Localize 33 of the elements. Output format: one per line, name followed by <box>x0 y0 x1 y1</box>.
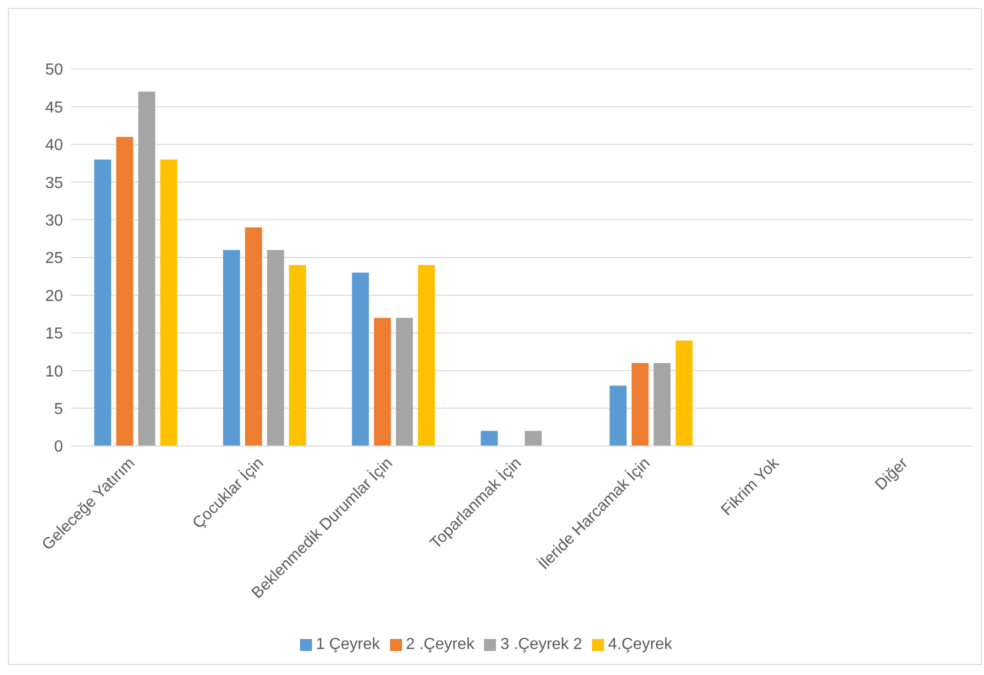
bar <box>160 159 178 446</box>
bar <box>116 136 134 446</box>
bar <box>245 227 262 446</box>
legend-label: 3 .Çeyrek 2 <box>500 636 582 653</box>
bar <box>610 386 627 446</box>
bar <box>138 92 156 446</box>
bar <box>223 250 240 446</box>
bar <box>352 272 369 446</box>
y-tick-label: 40 <box>45 137 64 154</box>
y-tick-label: 50 <box>45 62 64 79</box>
y-tick-label: 15 <box>45 326 64 343</box>
bar <box>267 250 284 446</box>
legend-label: 1 Çeyrek <box>316 636 380 653</box>
bar <box>480 430 498 446</box>
bar <box>418 265 435 446</box>
legend-label: 4.Çeyrek <box>608 636 672 653</box>
bar <box>632 363 649 446</box>
y-tick-label: 20 <box>45 288 64 305</box>
bar <box>94 159 112 446</box>
bar <box>524 430 542 446</box>
bar <box>374 318 391 446</box>
legend-label: 2 .Çeyrek <box>406 636 474 653</box>
y-tick-label: 10 <box>45 363 64 380</box>
y-tick-label: 25 <box>45 250 64 268</box>
bar <box>396 318 413 446</box>
bar <box>676 340 693 446</box>
y-tick-label: 30 <box>45 212 64 230</box>
y-tick-label: 45 <box>45 99 64 116</box>
y-tick-label: 5 <box>54 400 64 418</box>
bar <box>289 265 306 446</box>
y-tick-label: 0 <box>54 438 64 456</box>
bar <box>654 363 671 446</box>
y-tick-label: 35 <box>45 174 64 192</box>
